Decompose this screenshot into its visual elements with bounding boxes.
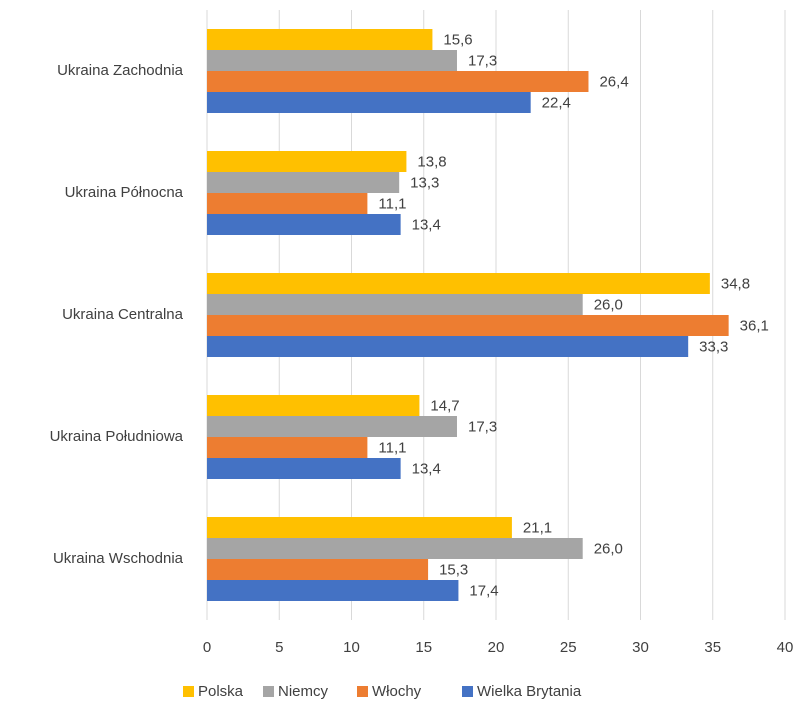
value-label: 26,4: [599, 73, 628, 90]
value-label: 11,1: [378, 439, 406, 456]
bar: [207, 172, 400, 193]
bar: [207, 395, 420, 416]
value-label: 34,8: [721, 275, 750, 292]
bar: [207, 416, 457, 437]
value-label: 13,3: [410, 174, 439, 191]
legend-label: Niemcy: [278, 683, 329, 700]
y-tick-label: Ukraina Centralna: [62, 306, 184, 323]
bar: [207, 517, 512, 538]
y-tick-label: Ukraina Północna: [65, 184, 184, 201]
x-tick-label: 15: [415, 639, 432, 656]
value-label: 15,3: [439, 561, 468, 578]
y-tick-label: Ukraina Wschodnia: [53, 550, 184, 567]
x-tick-label: 20: [488, 639, 505, 656]
value-label: 36,1: [740, 317, 769, 334]
value-label: 33,3: [699, 338, 728, 355]
x-tick-label: 35: [704, 639, 721, 656]
bar: [207, 92, 531, 113]
legend-swatch: [263, 686, 274, 697]
bar: [207, 315, 729, 336]
bar: [207, 151, 407, 172]
value-label: 17,3: [468, 418, 497, 435]
bar: [207, 538, 583, 559]
x-tick-label: 40: [777, 639, 794, 656]
legend-swatch: [357, 686, 368, 697]
legend-label: Wielka Brytania: [477, 683, 582, 700]
bar: [207, 437, 368, 458]
value-label: 13,4: [412, 216, 441, 233]
bar: [207, 193, 368, 214]
legend-swatch: [462, 686, 473, 697]
value-label: 15,6: [443, 31, 472, 48]
value-label: 13,8: [417, 153, 446, 170]
value-label: 17,3: [468, 52, 497, 69]
legend-swatch: [183, 686, 194, 697]
bar: [207, 559, 429, 580]
x-tick-label: 0: [203, 639, 211, 656]
x-tick-label: 10: [343, 639, 360, 656]
value-label: 11,1: [378, 195, 406, 212]
bar: [207, 214, 401, 235]
y-tick-label: Ukraina Południowa: [50, 428, 184, 445]
x-tick-label: 5: [275, 639, 283, 656]
value-label: 26,0: [594, 540, 623, 557]
bar: [207, 71, 589, 92]
bar: [207, 294, 583, 315]
legend-label: Włochy: [372, 683, 422, 700]
legend-label: Polska: [198, 683, 244, 700]
bar: [207, 336, 689, 357]
bar: [207, 580, 459, 601]
value-label: 14,7: [430, 397, 459, 414]
bar: [207, 50, 457, 71]
x-tick-label: 30: [632, 639, 649, 656]
bar: [207, 29, 433, 50]
y-tick-label: Ukraina Zachodnia: [57, 62, 184, 79]
bar: [207, 458, 401, 479]
bar: [207, 273, 710, 294]
value-label: 13,4: [412, 460, 441, 477]
value-label: 21,1: [523, 519, 552, 536]
x-tick-label: 25: [560, 639, 577, 656]
value-label: 22,4: [542, 94, 571, 111]
value-label: 26,0: [594, 296, 623, 313]
value-label: 17,4: [469, 582, 498, 599]
